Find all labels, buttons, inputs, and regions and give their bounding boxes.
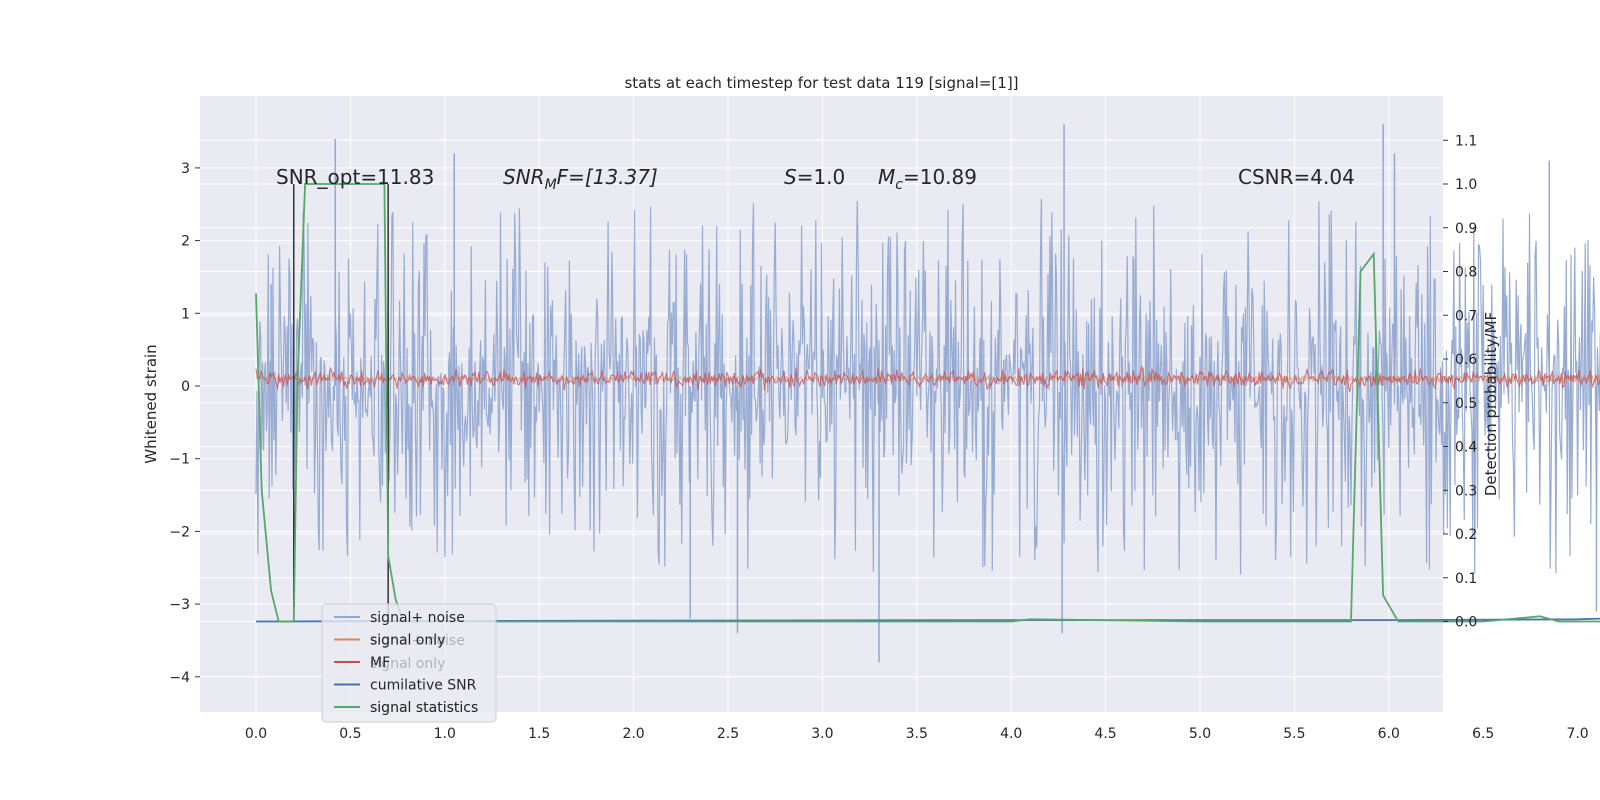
signal-statistics-line xyxy=(255,183,1600,623)
x-tick-label: 0.5 xyxy=(339,726,361,742)
snr-mf-subscript: M xyxy=(545,177,557,193)
y2-tick-label: 0.2 xyxy=(1455,527,1477,543)
x-tick-label: 1.0 xyxy=(434,726,456,742)
s-main: S xyxy=(784,165,797,189)
mf-line xyxy=(255,366,1600,393)
y2-tick-label: 0.5 xyxy=(1455,396,1477,412)
legend-label: signal statistics xyxy=(370,700,478,716)
y-tick-label: 3 xyxy=(181,161,190,177)
y2-tick-label: 0.7 xyxy=(1455,308,1477,324)
y2-tick-label: 0.9 xyxy=(1455,221,1477,237)
mc-subscript: c xyxy=(895,177,903,193)
mc-main: M xyxy=(878,165,895,189)
y2-tick-label: 0.3 xyxy=(1455,483,1477,499)
legend-ghost-label-3: signal statistics xyxy=(370,700,478,716)
x-tick-label: 5.5 xyxy=(1283,726,1305,742)
legend-ghost-label-1: signal+ noise xyxy=(370,633,465,649)
y2-tick-label: 1.0 xyxy=(1455,177,1477,193)
x-tick-label: 1.5 xyxy=(528,726,550,742)
snr-mf-main: SNR xyxy=(503,165,545,189)
y-tick-label: −4 xyxy=(169,670,190,686)
series-layer xyxy=(255,124,1600,663)
y-tick-label: 2 xyxy=(181,234,190,250)
legend-label: signal only xyxy=(370,633,445,649)
snr-mf-rest: F=[13.37] xyxy=(557,165,658,189)
x-tick-label: 3.0 xyxy=(811,726,833,742)
csnr-annotation: CSNR=4.04 xyxy=(1238,165,1355,189)
x-tick-label: 4.0 xyxy=(1000,726,1022,742)
x-tick-label: 6.0 xyxy=(1378,726,1400,742)
y2-tick-label: 0.4 xyxy=(1455,440,1477,456)
y-tick-label: −3 xyxy=(169,597,190,613)
x-tick-label: 7.0 xyxy=(1566,726,1588,742)
y-axis-label: Whitened strain xyxy=(142,344,160,463)
s-rest: =1.0 xyxy=(797,165,846,189)
y2-tick-label: 0.6 xyxy=(1455,352,1477,368)
y2-tick-label: 0.8 xyxy=(1455,265,1477,281)
mc-annotation: Mc=10.89 xyxy=(878,165,977,193)
x-tick-label: 4.5 xyxy=(1094,726,1116,742)
legend-label: MF xyxy=(370,655,390,671)
y-tick-label: −1 xyxy=(169,452,190,468)
annotations: SNR_opt=11.83 SNRMF=[13.37] S=1.0 Mc=10.… xyxy=(276,165,1355,193)
chart-title: stats at each timestep for test data 119… xyxy=(624,74,1018,92)
y2-tick-label: 0.1 xyxy=(1455,571,1477,587)
y2-tick-label: 0.0 xyxy=(1455,615,1477,631)
x-tick-label: 3.5 xyxy=(906,726,928,742)
legend-label: cumilative SNR xyxy=(370,678,477,694)
x-tick-label: 2.5 xyxy=(717,726,739,742)
y-tick-label: 0 xyxy=(181,379,190,395)
y-tick-label: −2 xyxy=(169,524,190,540)
y2-axis-label: Detection probability/MF xyxy=(1482,312,1500,496)
cumulative-snr-line xyxy=(255,617,1600,623)
y2-tick-label: 1.1 xyxy=(1455,133,1477,149)
legend-box xyxy=(321,603,497,723)
s-annotation: S=1.0 xyxy=(784,165,845,189)
x-tick-label: 5.0 xyxy=(1189,726,1211,742)
axes-layer: 0.0 0.5 1.0 1.5 2.0 2.5 3.0 3.5 4.0 4.5 5.0 5.5 6.0 6… xyxy=(169,133,1588,742)
snr-mf-annotation: SNRMF=[13.37] xyxy=(503,165,658,193)
legend-label: signal+ noise xyxy=(370,610,465,626)
x-tick-label: 6.5 xyxy=(1472,726,1494,742)
mc-rest: =10.89 xyxy=(903,165,977,189)
signal-noise-line xyxy=(255,198,1600,575)
x-tick-label: 0.0 xyxy=(245,726,267,742)
snr-opt-annotation: SNR_opt=11.83 xyxy=(276,165,434,189)
legend: signal+ noise signal only signal statist… xyxy=(321,603,497,723)
legend-ghost-label-2: signal only xyxy=(370,656,445,672)
y-tick-label: 1 xyxy=(181,306,190,322)
x-tick-label: 2.0 xyxy=(622,726,644,742)
